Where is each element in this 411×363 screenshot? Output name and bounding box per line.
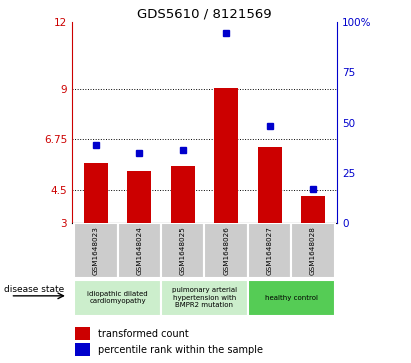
Bar <box>258 147 282 223</box>
Text: GSM1648028: GSM1648028 <box>310 226 316 275</box>
Text: pulmonary arterial
hypertension with
BMPR2 mutation: pulmonary arterial hypertension with BMP… <box>172 287 237 308</box>
Bar <box>74 343 90 356</box>
Bar <box>214 88 238 223</box>
FancyBboxPatch shape <box>205 223 248 278</box>
FancyBboxPatch shape <box>161 223 205 278</box>
Text: percentile rank within the sample: percentile rank within the sample <box>99 345 263 355</box>
FancyBboxPatch shape <box>74 280 161 316</box>
FancyBboxPatch shape <box>161 280 248 316</box>
Text: idiopathic dilated
cardiomyopathy: idiopathic dilated cardiomyopathy <box>87 291 148 305</box>
Text: transformed count: transformed count <box>99 329 189 339</box>
FancyBboxPatch shape <box>248 280 335 316</box>
Text: GSM1648027: GSM1648027 <box>267 226 272 275</box>
Text: healthy control: healthy control <box>265 295 318 301</box>
Text: GSM1648024: GSM1648024 <box>136 226 142 275</box>
Bar <box>301 196 325 223</box>
FancyBboxPatch shape <box>248 223 291 278</box>
Text: GSM1648025: GSM1648025 <box>180 226 186 275</box>
FancyBboxPatch shape <box>74 223 118 278</box>
Text: GSM1648026: GSM1648026 <box>223 226 229 275</box>
Bar <box>127 171 151 223</box>
Bar <box>171 166 195 223</box>
FancyBboxPatch shape <box>118 223 161 278</box>
Title: GDS5610 / 8121569: GDS5610 / 8121569 <box>137 8 272 21</box>
Bar <box>74 327 90 340</box>
Text: GSM1648023: GSM1648023 <box>93 226 99 275</box>
Bar <box>84 163 108 223</box>
FancyBboxPatch shape <box>291 223 335 278</box>
Text: disease state: disease state <box>4 285 65 294</box>
